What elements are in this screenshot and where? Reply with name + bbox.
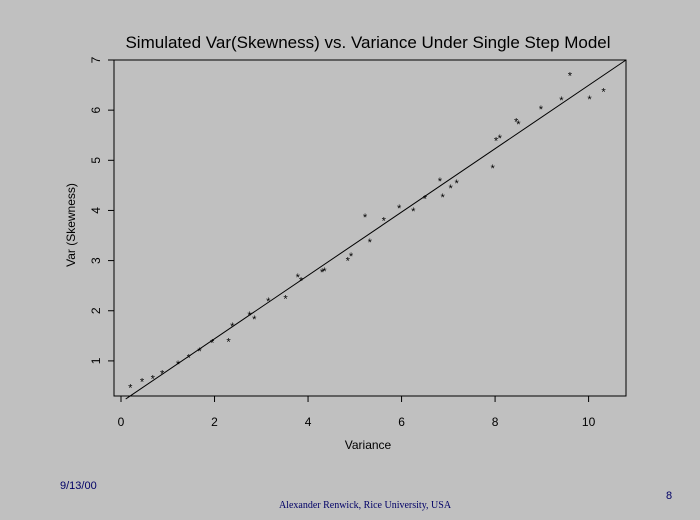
- data-point-7: *: [209, 339, 216, 351]
- data-point-9: *: [229, 322, 236, 334]
- data-points: ** * ***** ***** *********** ***** ***********: [127, 72, 607, 396]
- page-number: 8: [666, 490, 673, 502]
- data-point-10: *: [246, 311, 253, 323]
- data-point-8: *: [225, 338, 232, 350]
- data-point-36: *: [558, 97, 565, 109]
- data-point-39: *: [600, 88, 607, 100]
- plot-frame: [113, 59, 627, 397]
- data-point-20: *: [362, 213, 369, 225]
- data-point-14: *: [294, 274, 301, 286]
- data-point-19: *: [348, 253, 355, 265]
- y-tick-label-5: 6: [89, 106, 103, 113]
- y-axis-label: Var (Skewness): [64, 183, 78, 267]
- data-point-2: *: [150, 375, 157, 387]
- data-point-24: *: [410, 207, 417, 219]
- data-point-5: *: [186, 354, 193, 366]
- data-point-26: *: [437, 177, 444, 189]
- data-point-15: *: [298, 277, 305, 289]
- y-tick-label-4: 5: [89, 157, 103, 164]
- y-tick-label-0: 1: [89, 357, 103, 364]
- chart-title: Simulated Var(Skewness) vs. Variance Und…: [125, 33, 610, 52]
- y-tick-label-2: 3: [89, 257, 103, 264]
- x-tick-label-1: 2: [211, 415, 218, 429]
- y-tick-label-1: 2: [89, 307, 103, 314]
- y-tick-label-3: 4: [89, 207, 103, 214]
- regression-line: [125, 59, 627, 400]
- data-point-32: *: [496, 135, 503, 147]
- data-point-6: *: [196, 347, 203, 359]
- data-point-11: *: [251, 315, 258, 327]
- x-axis-label: Variance: [345, 438, 392, 452]
- data-point-21: *: [366, 239, 373, 251]
- data-point-31: *: [493, 137, 500, 149]
- x-tick-label-0: 0: [118, 415, 125, 429]
- x-tick-label-4: 8: [492, 415, 499, 429]
- data-point-4: *: [175, 360, 182, 372]
- data-point-27: *: [439, 193, 446, 205]
- data-point-28: *: [447, 184, 454, 196]
- y-tick-label-6: 7: [89, 56, 103, 63]
- data-point-25: *: [422, 195, 429, 207]
- x-tick-label-5: 10: [582, 415, 596, 429]
- data-point-13: *: [282, 295, 289, 307]
- data-point-16: *: [319, 269, 326, 281]
- data-point-12: *: [265, 298, 272, 310]
- data-point-23: *: [396, 204, 403, 216]
- data-point-37: *: [567, 72, 574, 84]
- x-tick-label-3: 6: [398, 415, 405, 429]
- data-point-18: *: [344, 257, 351, 269]
- data-point-33: *: [513, 118, 520, 130]
- x-tick-label-2: 4: [305, 415, 312, 429]
- data-point-30: *: [489, 164, 496, 176]
- footer-author: Alexander Renwick, Rice University, USA: [278, 500, 452, 511]
- data-point-35: *: [538, 106, 545, 118]
- data-point-1: *: [139, 378, 146, 390]
- data-point-34: *: [515, 121, 522, 133]
- data-point-3: *: [159, 370, 166, 382]
- scatter-chart: Simulated Var(Skewness) vs. Variance Und…: [64, 33, 627, 452]
- data-point-0: *: [127, 384, 134, 396]
- footer-date: 9/13/00: [60, 480, 97, 492]
- data-point-29: *: [453, 179, 460, 191]
- data-point-17: *: [321, 268, 328, 280]
- data-point-22: *: [380, 217, 387, 229]
- data-point-38: *: [586, 96, 593, 108]
